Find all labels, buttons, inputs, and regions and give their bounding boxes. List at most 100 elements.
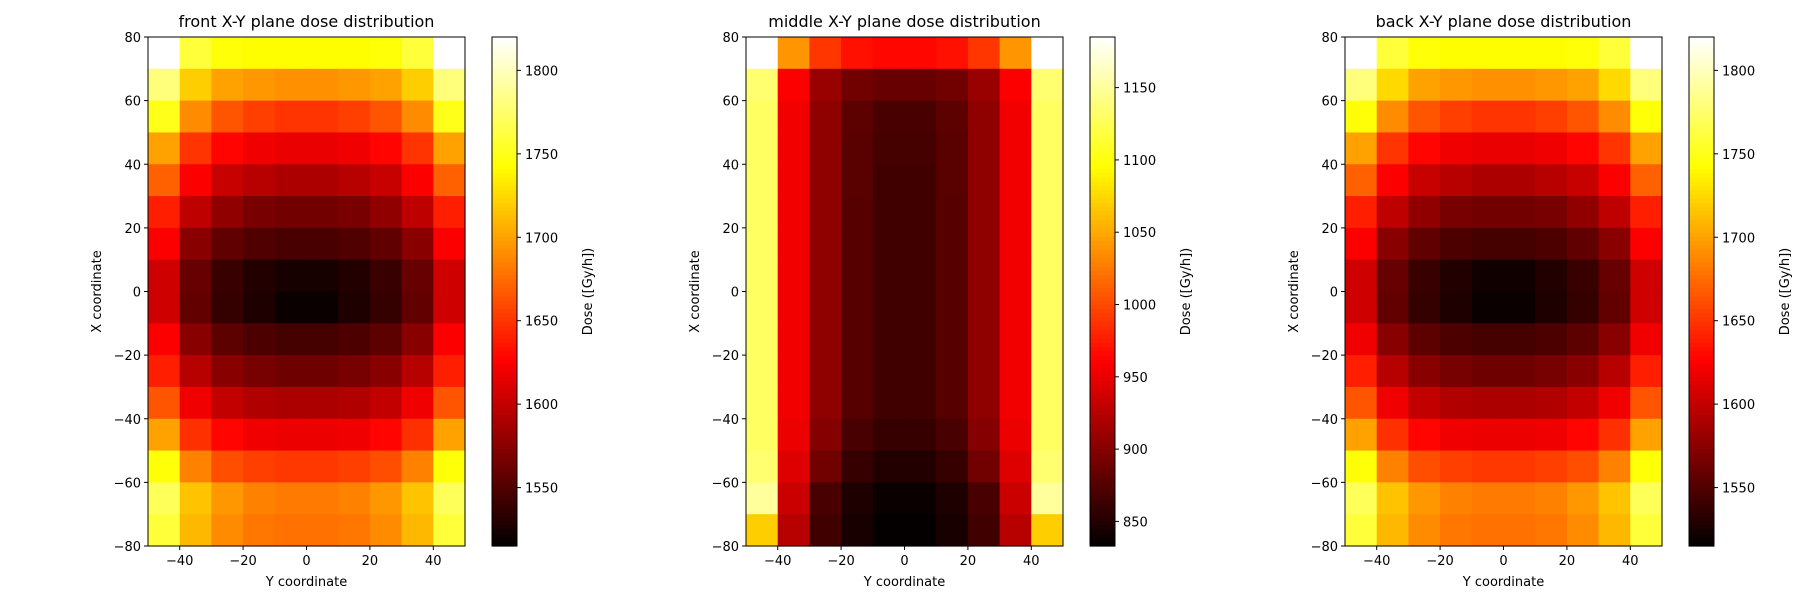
heatmap-cell — [841, 68, 874, 102]
heatmap-cell — [841, 259, 874, 293]
heatmap-cell — [1376, 164, 1409, 197]
heatmap-cell — [904, 386, 937, 420]
colorbar-segment — [1689, 49, 1714, 55]
heatmap-cell — [746, 323, 779, 356]
colorbar-segment — [1090, 482, 1115, 488]
colorbar-segment — [1689, 232, 1714, 237]
colorbar-segment — [1090, 121, 1115, 127]
heatmap-cell — [369, 259, 403, 293]
x-axis-label: Y coordinate — [265, 575, 347, 590]
heatmap-cell — [1376, 323, 1409, 356]
colorbar-segment — [492, 249, 517, 254]
colorbar-segment — [1689, 104, 1714, 110]
y-tick-label: 80 — [124, 31, 141, 46]
heatmap-cell — [306, 196, 339, 229]
colorbar-segment — [1090, 87, 1115, 93]
heatmap-cell — [211, 386, 244, 420]
heatmap-cell — [1408, 164, 1441, 197]
heatmap-cell — [1535, 355, 1568, 388]
colorbar-tick-label: 850 — [1123, 515, 1148, 530]
heatmap-cell — [1031, 355, 1064, 388]
colorbar-segment — [492, 244, 517, 250]
heatmap-cell — [1503, 227, 1536, 261]
colorbar-tick-label: 1750 — [525, 148, 558, 163]
colorbar-segment — [492, 287, 517, 293]
colorbar-tick-label: 1650 — [525, 315, 558, 330]
heatmap-cell — [1440, 355, 1473, 388]
colorbar-segment — [1689, 384, 1714, 390]
colorbar-segment — [1090, 490, 1115, 496]
heatmap-cell — [1408, 323, 1441, 356]
colorbar-tick-label: 1550 — [525, 482, 558, 497]
heatmap-cell — [433, 227, 466, 261]
heatmap-cell — [1630, 196, 1663, 229]
heatmap-cell — [1471, 37, 1505, 70]
colorbar-segment — [1689, 121, 1714, 127]
heatmap-cell — [148, 386, 181, 420]
colorbar-segment — [1689, 266, 1714, 271]
colorbar-segment — [1689, 469, 1714, 475]
heatmap-cell — [274, 196, 308, 229]
colorbar-segment — [1689, 109, 1714, 114]
colorbar-segment — [492, 372, 517, 377]
heatmap-cell — [369, 227, 403, 261]
heatmap-cell — [872, 514, 906, 547]
heatmap-cell — [338, 386, 371, 420]
heatmap-cell — [1031, 132, 1064, 165]
heatmap-cell — [999, 355, 1032, 388]
heatmap-cell — [1535, 259, 1568, 293]
colorbar-tick-label: 1800 — [1722, 64, 1755, 79]
colorbar-segment — [492, 499, 517, 505]
heatmap-cell — [179, 227, 212, 261]
heatmap-cell — [338, 227, 371, 261]
heatmap-cell — [179, 355, 212, 388]
colorbar-segment — [492, 49, 517, 55]
heatmap-cell — [211, 450, 244, 483]
heatmap-cell — [243, 100, 276, 134]
colorbar-segment — [492, 380, 517, 386]
colorbar-segment — [1689, 172, 1714, 178]
x-tick-label: 20 — [1559, 554, 1576, 569]
heatmap-cell — [1503, 37, 1536, 70]
x-tick-label: −40 — [1363, 554, 1390, 569]
y-tick-label: −20 — [114, 349, 141, 364]
heatmap-cell — [936, 450, 969, 483]
heatmap-cell — [841, 355, 874, 388]
colorbar-segment — [1090, 363, 1115, 369]
heatmap-cell — [243, 227, 276, 261]
heatmap-cell — [904, 323, 937, 356]
heatmap-panel-2: middle X-Y plane dose distribution −40 −20… — [688, 12, 1194, 590]
colorbar-segment — [1090, 304, 1115, 310]
heatmap-cell — [1503, 196, 1536, 229]
heatmap-cell — [1566, 291, 1600, 324]
heatmap-cell — [872, 37, 906, 70]
colorbar-segment — [1090, 185, 1115, 191]
colorbar-segment — [492, 465, 517, 471]
colorbar-segment — [1689, 100, 1714, 106]
colorbar-segment — [492, 406, 517, 411]
heatmap-cell — [211, 164, 244, 197]
heatmap-cell — [1345, 418, 1378, 452]
colorbar-segment — [492, 53, 517, 59]
heatmap-cell — [1345, 68, 1378, 102]
colorbar-segment — [492, 109, 517, 114]
heatmap-cell — [148, 450, 181, 483]
colorbar-segment — [1090, 41, 1115, 47]
heatmap-cell — [841, 450, 874, 483]
colorbar-segment — [492, 355, 517, 360]
colorbar-segment — [1090, 198, 1115, 204]
colorbar-segment — [1689, 461, 1714, 467]
heatmap-cell — [306, 259, 339, 293]
colorbar-segment — [492, 537, 517, 543]
colorbar-segment — [1689, 143, 1714, 148]
colorbar-segment — [492, 117, 517, 123]
heatmap-cell — [841, 418, 874, 452]
heatmap-cell — [1408, 355, 1441, 388]
heatmap-cell — [1598, 450, 1631, 483]
heatmap-cell — [936, 323, 969, 356]
y-tick-label: 20 — [124, 222, 141, 237]
heatmap-cell — [274, 132, 308, 165]
colorbar-segment — [492, 308, 517, 314]
heatmap-cell — [338, 196, 371, 229]
heatmap-cell — [1535, 227, 1568, 261]
